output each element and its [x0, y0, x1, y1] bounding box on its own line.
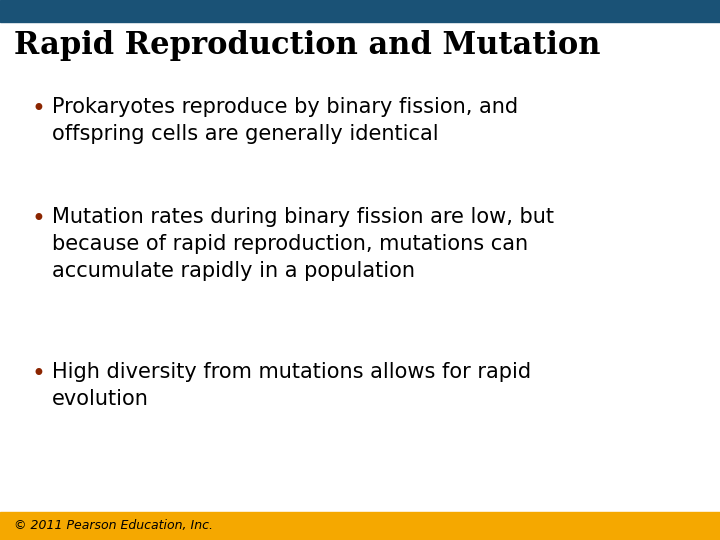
Text: © 2011 Pearson Education, Inc.: © 2011 Pearson Education, Inc.: [14, 519, 213, 532]
Bar: [0, 0, 720, 22]
Text: High diversity from mutations allows for rapid
evolution: High diversity from mutations allows for…: [52, 362, 531, 409]
Text: •: •: [31, 97, 45, 121]
Text: Prokaryotes reproduce by binary fission, and
offspring cells are generally ident: Prokaryotes reproduce by binary fission,…: [52, 97, 518, 144]
Text: •: •: [31, 207, 45, 231]
Text: •: •: [31, 362, 45, 386]
Bar: [0, 512, 720, 540]
Text: Rapid Reproduction and Mutation: Rapid Reproduction and Mutation: [14, 30, 600, 61]
Text: Mutation rates during binary fission are low, but
because of rapid reproduction,: Mutation rates during binary fission are…: [52, 207, 554, 281]
